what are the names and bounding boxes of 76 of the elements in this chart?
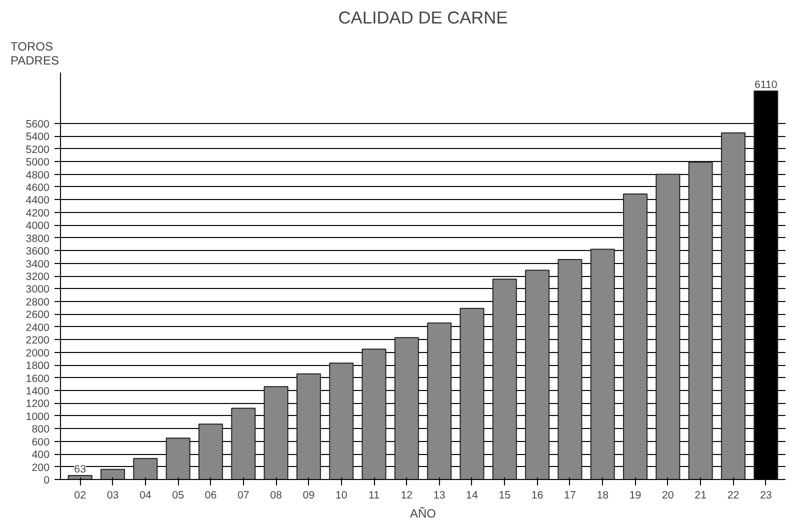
data-label: 6110 (754, 78, 778, 91)
y-tick-label: 5000 (26, 156, 50, 169)
y-tick-label: 400 (32, 449, 50, 462)
y-tick-label: 2000 (26, 347, 50, 360)
y-tick-label: 1400 (26, 385, 50, 398)
bar (590, 248, 615, 480)
x-tick-label: 10 (335, 490, 348, 502)
bar (688, 162, 713, 480)
bar (296, 373, 321, 480)
y-tick-label: 2200 (26, 334, 50, 347)
y-tick-label: 600 (32, 436, 50, 448)
y-tick-label: 2600 (26, 309, 50, 322)
y-tick-label: 2400 (26, 322, 50, 334)
x-tick-label: 11 (368, 490, 380, 502)
x-tick-label: 07 (237, 490, 250, 502)
x-tick-label: 21 (694, 490, 707, 502)
y-tick-label: 3600 (26, 246, 50, 258)
y-tick-label: 2800 (26, 296, 50, 308)
x-tick-label: 03 (106, 490, 119, 502)
bar (623, 193, 648, 480)
x-tick-label: 06 (204, 490, 217, 502)
x-tick-label: 09 (302, 490, 315, 502)
bar (264, 386, 288, 480)
bar (133, 458, 158, 480)
y-tick-label: 3200 (26, 271, 50, 283)
y-tick-label: 200 (32, 462, 50, 474)
y-tick-label: 3800 (26, 232, 50, 245)
bar (231, 408, 256, 480)
x-tick-label: 02 (74, 490, 86, 502)
bar (525, 270, 550, 480)
x-tick-label: 08 (270, 490, 282, 502)
y-tick-label: 3400 (26, 258, 50, 270)
y-tick-label: 4000 (26, 220, 50, 232)
y-tick-label: 0 (44, 474, 50, 486)
x-tick-label: 19 (629, 490, 642, 502)
x-tick-label: 22 (727, 490, 740, 502)
y-axis-title: TOROS PADRES (10, 40, 59, 68)
y-tick-label: 1600 (26, 372, 50, 385)
y-tick-label: 4400 (26, 194, 50, 207)
y-tick-label: 4800 (26, 169, 50, 182)
bar (166, 438, 190, 480)
x-tick-label: 04 (139, 490, 152, 502)
x-tick-label: 15 (498, 490, 511, 502)
data-label: 63 (74, 463, 86, 476)
x-tick-label: 14 (466, 490, 478, 502)
x-tick-label: 13 (433, 490, 446, 502)
y-tick-label: 1200 (26, 398, 50, 410)
bar (427, 322, 452, 480)
bar (720, 132, 746, 480)
chart-title: CALIDAD DE CARNE (338, 8, 508, 28)
y-tick-label: 5600 (26, 118, 50, 130)
bar (656, 174, 680, 480)
bar (329, 362, 354, 480)
y-tick-label: 4600 (26, 182, 50, 194)
y-tick-label: 5400 (26, 131, 50, 144)
x-tick-label: 18 (596, 490, 609, 502)
x-tick-label: 23 (760, 490, 772, 502)
x-tick-label: 17 (564, 490, 576, 502)
x-tick-label: 16 (531, 490, 544, 502)
x-axis-title: AÑO (410, 506, 436, 520)
x-tick-label: 05 (172, 490, 184, 502)
bar (492, 278, 517, 480)
x-tick-label: 20 (662, 490, 674, 502)
bar (558, 258, 582, 480)
y-tick-label: 4200 (26, 207, 50, 220)
y-tick-label: 800 (32, 424, 50, 436)
y-tick-label: 1000 (26, 410, 50, 423)
bar (394, 337, 419, 480)
bar (460, 308, 484, 480)
y-tick-label: 5200 (26, 144, 50, 156)
y-tick-label: 1800 (26, 360, 50, 372)
bar (100, 468, 126, 480)
bar (198, 424, 223, 480)
x-tick-label: 12 (400, 490, 413, 502)
bar (362, 348, 386, 480)
y-tick-label: 3000 (26, 284, 50, 296)
